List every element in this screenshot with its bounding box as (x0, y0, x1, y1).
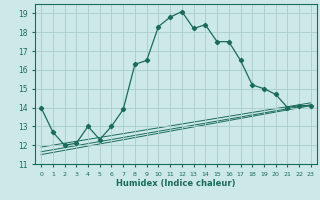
X-axis label: Humidex (Indice chaleur): Humidex (Indice chaleur) (116, 179, 236, 188)
